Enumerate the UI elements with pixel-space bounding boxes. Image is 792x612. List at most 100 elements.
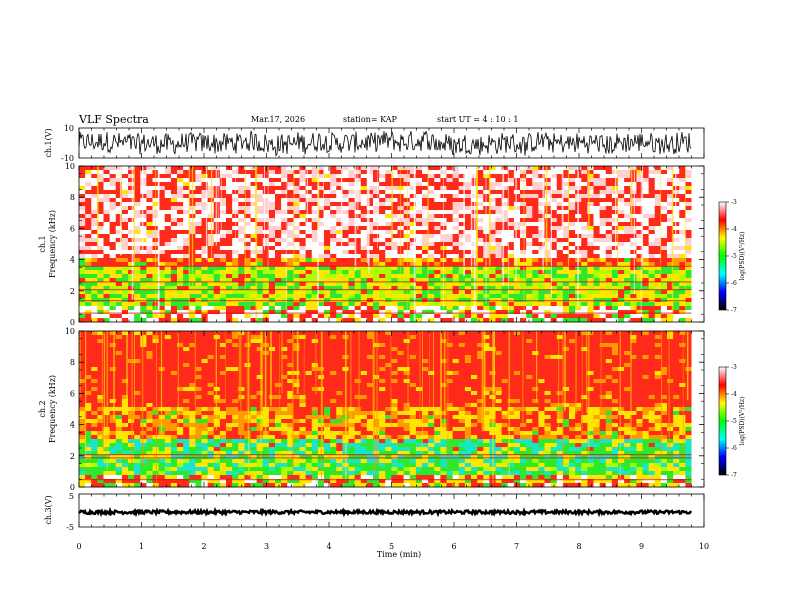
spectrogram-cell xyxy=(556,250,564,255)
ch1-ylabel: ch.1(V) xyxy=(44,128,53,157)
spectrogram-cell xyxy=(483,222,490,227)
spectrogram-cell xyxy=(685,294,692,299)
spectrogram-cell xyxy=(550,314,558,319)
spectrogram-cell xyxy=(121,218,129,223)
spectrogram-cell xyxy=(667,186,674,191)
spectrogram-cell xyxy=(207,226,215,231)
spectrogram-cell xyxy=(207,186,215,191)
spectrogram-cell xyxy=(134,222,141,227)
spectrogram-cell xyxy=(91,218,98,223)
spectrogram-cell xyxy=(544,246,552,251)
spectrogram-cell xyxy=(513,258,521,263)
spectrogram-cell xyxy=(495,190,503,195)
spectrogram-cell xyxy=(226,266,233,271)
spectrogram-cell xyxy=(446,186,454,191)
spectrogram-cell xyxy=(636,218,643,223)
spectrogram-cell xyxy=(544,306,552,311)
spectrogram-cell xyxy=(660,318,668,323)
spectrogram-cell xyxy=(115,351,123,356)
spectrogram-cell xyxy=(213,198,221,203)
spectrogram-cell xyxy=(605,290,613,295)
spectrogram-cell xyxy=(495,174,503,179)
spectrogram-cell xyxy=(550,339,558,344)
spectrogram-cell xyxy=(140,170,147,175)
spectrogram-cell xyxy=(115,270,123,275)
spectrogram-cell xyxy=(293,202,300,207)
spectrogram-cell xyxy=(158,250,166,255)
spectrogram-cell xyxy=(256,254,264,259)
spectrogram-cell xyxy=(409,351,417,356)
spectrogram-cell xyxy=(660,170,668,175)
spectrogram-cell xyxy=(213,250,221,255)
spectrogram-cell xyxy=(256,282,264,287)
spectrogram-cell xyxy=(207,302,215,307)
spectrogram-cell xyxy=(624,182,631,187)
spectrogram-cell xyxy=(232,258,239,263)
spectrogram-cell xyxy=(507,266,515,271)
spectrogram-cell xyxy=(330,206,337,211)
spectrogram-cell xyxy=(170,278,178,283)
spectrogram-cell xyxy=(164,306,172,311)
spectrogram-cell xyxy=(569,222,576,227)
spectrogram-cell xyxy=(324,351,331,356)
spectrogram-cell xyxy=(140,270,147,275)
spectrogram-cell xyxy=(324,198,331,203)
spectrogram-cell xyxy=(164,363,172,368)
spectrogram-cell xyxy=(311,182,319,187)
spectrogram-cell xyxy=(415,294,423,299)
spectrogram-streak xyxy=(264,166,265,250)
spectrogram-cell xyxy=(618,230,625,235)
spectrogram-cell xyxy=(360,198,368,203)
spectrogram-cell xyxy=(379,226,386,231)
spectrogram-cell xyxy=(446,218,454,223)
spectrogram-cell xyxy=(471,335,478,340)
spectrogram-cell xyxy=(660,310,668,315)
spectrogram-cell xyxy=(342,250,349,255)
spectrogram-cell xyxy=(569,351,576,356)
spectrogram-cell xyxy=(103,222,111,227)
spectrogram-cell xyxy=(495,282,503,287)
spectrogram-cell xyxy=(513,351,521,356)
spectrogram-cell xyxy=(618,250,625,255)
spectrogram-cell xyxy=(520,266,527,271)
spectrogram-cell xyxy=(336,302,343,307)
spectrogram-cell xyxy=(385,270,392,275)
spectrogram-cell xyxy=(91,270,98,275)
spectrogram-cell xyxy=(140,206,147,211)
spectrogram-cell xyxy=(667,218,674,223)
spectrogram-cell xyxy=(183,347,190,352)
spectrogram-cell xyxy=(562,359,570,364)
spectrogram-cell xyxy=(354,282,362,287)
spectrogram-cell xyxy=(287,186,294,191)
spectrogram-cell xyxy=(195,254,202,259)
spectrogram-cell xyxy=(158,234,166,239)
spectrogram-cell xyxy=(520,290,527,295)
spectrogram-cell xyxy=(238,226,245,231)
spectrogram-cell xyxy=(324,166,331,171)
spectrogram-cell xyxy=(575,310,582,315)
spectrogram-cell xyxy=(605,206,613,211)
spectrogram-cell xyxy=(85,174,92,179)
spectrogram-cell xyxy=(618,294,625,299)
spectrogram-cell xyxy=(520,254,527,259)
spectrogram-cell xyxy=(207,278,215,283)
spectrogram-cell xyxy=(483,234,490,239)
spectrogram-cell xyxy=(422,194,429,199)
spectrogram-cell xyxy=(581,278,588,283)
spectrogram-cell xyxy=(489,286,496,291)
spectrogram-cell xyxy=(79,238,86,243)
spectrogram-cell xyxy=(501,339,509,344)
spectrogram-cell xyxy=(244,278,251,283)
spectrogram-cell xyxy=(164,198,172,203)
spectrogram-cell xyxy=(238,258,245,263)
spectrogram-cell xyxy=(526,182,533,187)
spectrogram-cell xyxy=(201,226,209,231)
spectrogram-cell xyxy=(452,238,460,243)
spectrogram-cell xyxy=(391,331,398,336)
spectrogram-cell xyxy=(232,347,239,352)
spectrogram-cell xyxy=(134,178,141,183)
spectrogram-cell xyxy=(342,194,349,199)
spectrogram-cell xyxy=(458,314,466,319)
spectrogram-cell xyxy=(569,166,576,171)
spectrogram-cell xyxy=(317,270,325,275)
